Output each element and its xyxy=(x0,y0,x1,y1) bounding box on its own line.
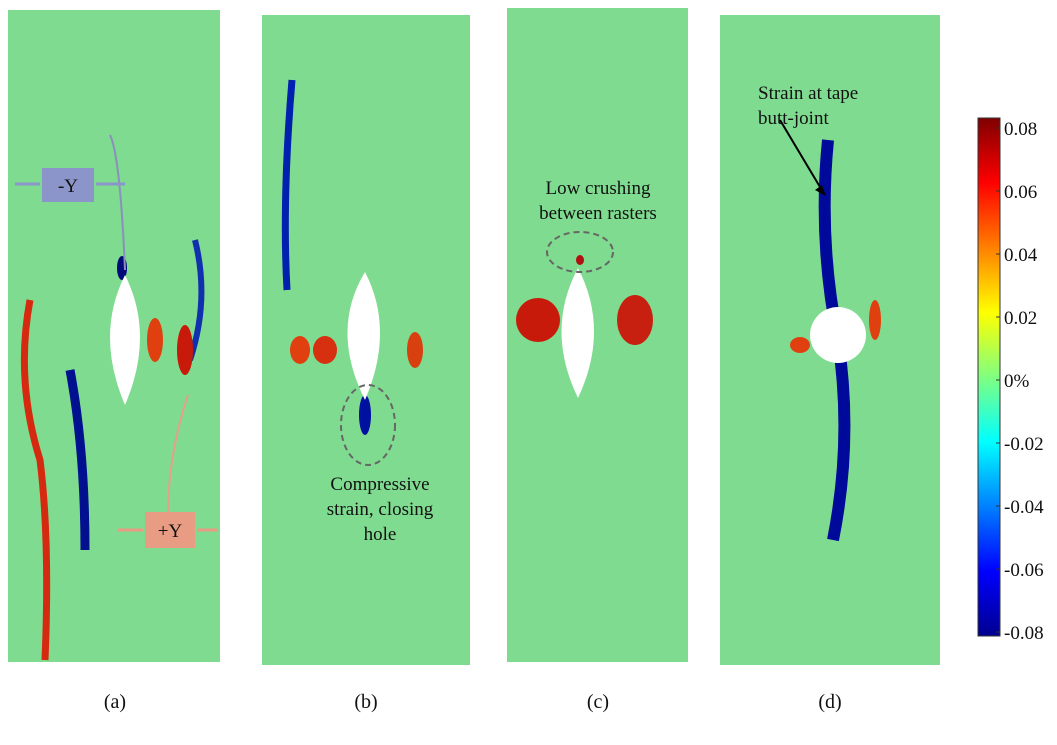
panel-label: (a) xyxy=(104,691,126,713)
panel-b xyxy=(262,15,470,665)
colorbar-tick-label: -0.04 xyxy=(1004,497,1044,518)
panel-d xyxy=(720,15,940,665)
annotation: hole xyxy=(364,524,397,545)
annotation: Compressive xyxy=(330,474,429,495)
panel-label: (c) xyxy=(587,691,609,713)
colorbar-tick-label: 0.06 xyxy=(1004,182,1037,203)
colorbar xyxy=(977,117,1001,637)
annotation: Low crushing xyxy=(545,178,651,199)
colorbar-tick-label: 0.02 xyxy=(1004,308,1037,329)
panel-label: (d) xyxy=(818,691,841,713)
panel-label: (b) xyxy=(354,691,377,713)
annotation: strain, closing xyxy=(327,499,434,520)
colorbar-tick-label: 0.04 xyxy=(1004,245,1038,266)
colorbar-tick-label: -0.02 xyxy=(1004,434,1044,455)
colorbar-tick-label: 0% xyxy=(1004,371,1030,392)
annotation: butt-joint xyxy=(758,108,829,129)
panel-a: -Y +Y xyxy=(8,10,220,662)
annotation: Strain at tape xyxy=(758,83,858,104)
annotation: +Y xyxy=(158,521,183,542)
panel-c xyxy=(507,8,688,662)
colorbar-tick-label: -0.08 xyxy=(1004,623,1044,644)
annotation: -Y xyxy=(58,176,78,197)
colorbar-tick-label: 0.08 xyxy=(1004,119,1037,140)
colorbar-tick-label: -0.06 xyxy=(1004,560,1044,581)
annotation: between rasters xyxy=(539,203,657,224)
